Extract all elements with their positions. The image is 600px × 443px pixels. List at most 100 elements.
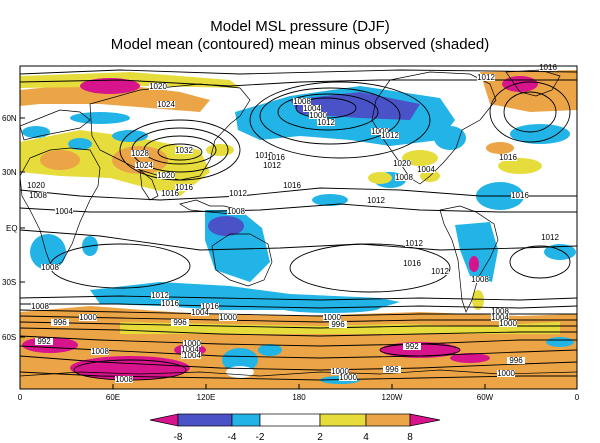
contour-label: 1008 — [227, 207, 245, 216]
contour-label-bg — [175, 184, 193, 191]
contour-label: 1000 — [323, 313, 341, 322]
lon-label-120w: 120W — [382, 393, 403, 402]
contour-label: 1016 — [539, 63, 557, 72]
colorbar-tick-m8: -8 — [174, 432, 183, 443]
contour-label: 1000 — [339, 373, 357, 382]
contour-label-bg — [283, 182, 301, 189]
contour-label: 1012 — [151, 291, 169, 300]
contour-label: 1012 — [477, 73, 495, 82]
contour-label: 1016 — [511, 191, 529, 200]
contour-label: 1008 — [491, 307, 509, 316]
contour-label-bg — [161, 190, 179, 197]
lat-label-60s: 60S — [2, 333, 16, 342]
contour-label-bg — [403, 260, 421, 267]
contour-label-bg — [383, 366, 401, 373]
contour-label: 1028 — [131, 149, 149, 158]
lat-label-30s: 30S — [2, 278, 16, 287]
contour-label: 1012 — [405, 239, 423, 248]
contour-label-bg — [31, 303, 49, 310]
contour-label-bg — [367, 197, 385, 204]
contour-label: 1004 — [55, 207, 73, 216]
contour-label: 1016 — [161, 189, 179, 198]
contour-label-bg — [229, 190, 247, 197]
contour-label-bg — [507, 357, 525, 364]
contour-label: 1000 — [309, 111, 327, 120]
colorbar-bin-neg-mid — [177, 413, 233, 427]
contour-label: 996 — [509, 356, 523, 365]
contour-label: 1012 — [367, 196, 385, 205]
colorbar-tick-m2: -2 — [256, 432, 265, 443]
contour-label-bg — [403, 343, 421, 350]
colorbar-tick-p2: 2 — [317, 432, 323, 443]
contour-label-bg — [371, 128, 389, 135]
contour-label-bg — [303, 105, 321, 112]
lon-label-60w: 60W — [477, 393, 494, 402]
colorbar-low-arrow — [149, 413, 179, 427]
contour-label: 1004 — [303, 104, 321, 113]
contour-label-bg — [309, 112, 327, 119]
contour-label-bg — [491, 308, 509, 315]
contour-label-bg — [339, 374, 357, 381]
contour-label: 996 — [173, 318, 187, 327]
contour-label: 1020 — [149, 82, 167, 91]
contour-label-bg — [157, 101, 175, 108]
contour-label-bg — [151, 292, 169, 299]
contour-label: 1020 — [393, 159, 411, 168]
contour-label: 1004 — [183, 351, 201, 360]
contour-label: 996 — [385, 365, 399, 374]
contour-label: 1012 — [381, 131, 399, 140]
contour-label-bg — [29, 192, 47, 199]
contour-label: 996 — [53, 318, 67, 327]
colorbar-bin-pos-mid — [365, 413, 411, 427]
contour-label: 1008 — [471, 275, 489, 284]
contour-label-bg — [115, 376, 133, 383]
lon-label-0-east: 0 — [575, 393, 580, 402]
colorbar-tick-p4: 4 — [363, 432, 369, 443]
contour-label: 1016 — [201, 302, 219, 311]
contour-label-bg — [175, 147, 193, 154]
colorbar-bin-pos-weak — [319, 413, 367, 427]
contour-label-bg — [539, 64, 557, 71]
contour-label-bg — [331, 368, 349, 375]
contour-label: 1012 — [431, 267, 449, 276]
contour-label-bg — [329, 321, 347, 328]
contour-label: 1024 — [157, 100, 175, 109]
colorbar-tick-m4: -4 — [228, 432, 237, 443]
contour-label: 1000 — [331, 367, 349, 376]
contour-label: 1004 — [417, 165, 435, 174]
contour-label-bg — [393, 160, 411, 167]
contour-label: 1000 — [183, 339, 201, 348]
contour-label: 1008 — [395, 173, 413, 182]
contour-label-bg — [417, 166, 435, 173]
tick-marks — [20, 117, 486, 389]
contour-label-bg — [79, 314, 97, 321]
contour-label-bg — [171, 319, 189, 326]
contour-label-bg — [491, 314, 509, 321]
contour-label: 992 — [37, 337, 51, 346]
contour-label-bg — [219, 314, 237, 321]
contour-label-bg — [41, 264, 59, 271]
contour-label: 1020 — [157, 171, 175, 180]
contour-label-bg — [511, 192, 529, 199]
contour-label: 1008 — [29, 191, 47, 200]
contour-label-bg — [227, 208, 245, 215]
contour-label: 1000 — [499, 319, 517, 328]
contour-label-bg — [201, 303, 219, 310]
contour-label-bg — [157, 172, 175, 179]
contour-label-bg — [323, 314, 341, 321]
contour-label-bg — [91, 348, 109, 355]
lat-label-30n: 30N — [2, 168, 17, 177]
contour-label-bg — [255, 152, 273, 159]
contour-label-bg — [381, 132, 399, 139]
contour-label-bg — [395, 174, 413, 181]
contour-label-bg — [471, 276, 489, 283]
contour-label-bg — [135, 162, 153, 169]
contour-label: 1016 — [403, 259, 421, 268]
contour-label: 1016 — [267, 153, 285, 162]
contour-label: 1008 — [115, 375, 133, 384]
contour-label: 1024 — [135, 161, 153, 170]
contour-label: 1008 — [91, 347, 109, 356]
contour-label-bg — [181, 346, 199, 353]
lat-label-eq: EQ — [6, 224, 18, 233]
contour-label-bg — [431, 268, 449, 275]
